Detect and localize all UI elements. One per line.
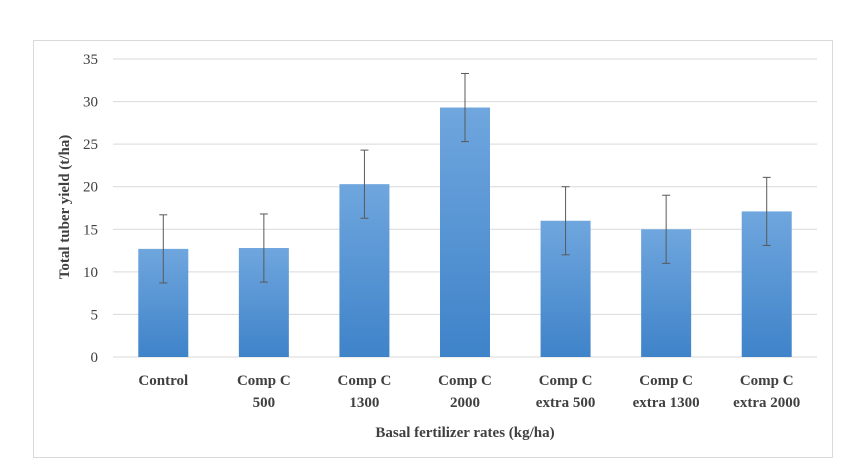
y-tick-label: 10 bbox=[83, 265, 98, 281]
x-axis-title: Basal fertilizer rates (kg/ha) bbox=[375, 425, 554, 441]
bar bbox=[440, 107, 490, 357]
y-tick-label: 20 bbox=[83, 180, 98, 196]
x-category-labels: Control Comp C 500 Comp C 1300 Comp C 2000 Comp… bbox=[138, 373, 800, 411]
y-tick-label: 0 bbox=[91, 350, 99, 366]
error-bars bbox=[159, 72, 771, 284]
y-tick-label: 15 bbox=[83, 222, 98, 238]
x-category-label: Comp C 2000 bbox=[438, 373, 492, 411]
y-tick-label: 30 bbox=[83, 95, 98, 111]
y-tick-labels: 0 5 10 15 20 25 30 35 bbox=[83, 52, 98, 366]
y-tick-label: 5 bbox=[91, 307, 99, 323]
x-category-label: Control bbox=[138, 373, 188, 389]
y-tick-label: 25 bbox=[83, 137, 98, 153]
x-category-label: Comp C 500 bbox=[237, 373, 291, 411]
x-category-label: Comp C 1300 bbox=[338, 373, 392, 411]
bars bbox=[138, 107, 792, 357]
y-tick-label: 35 bbox=[83, 52, 98, 68]
y-axis-title: Total tuber yield (t/ha) bbox=[57, 135, 73, 280]
